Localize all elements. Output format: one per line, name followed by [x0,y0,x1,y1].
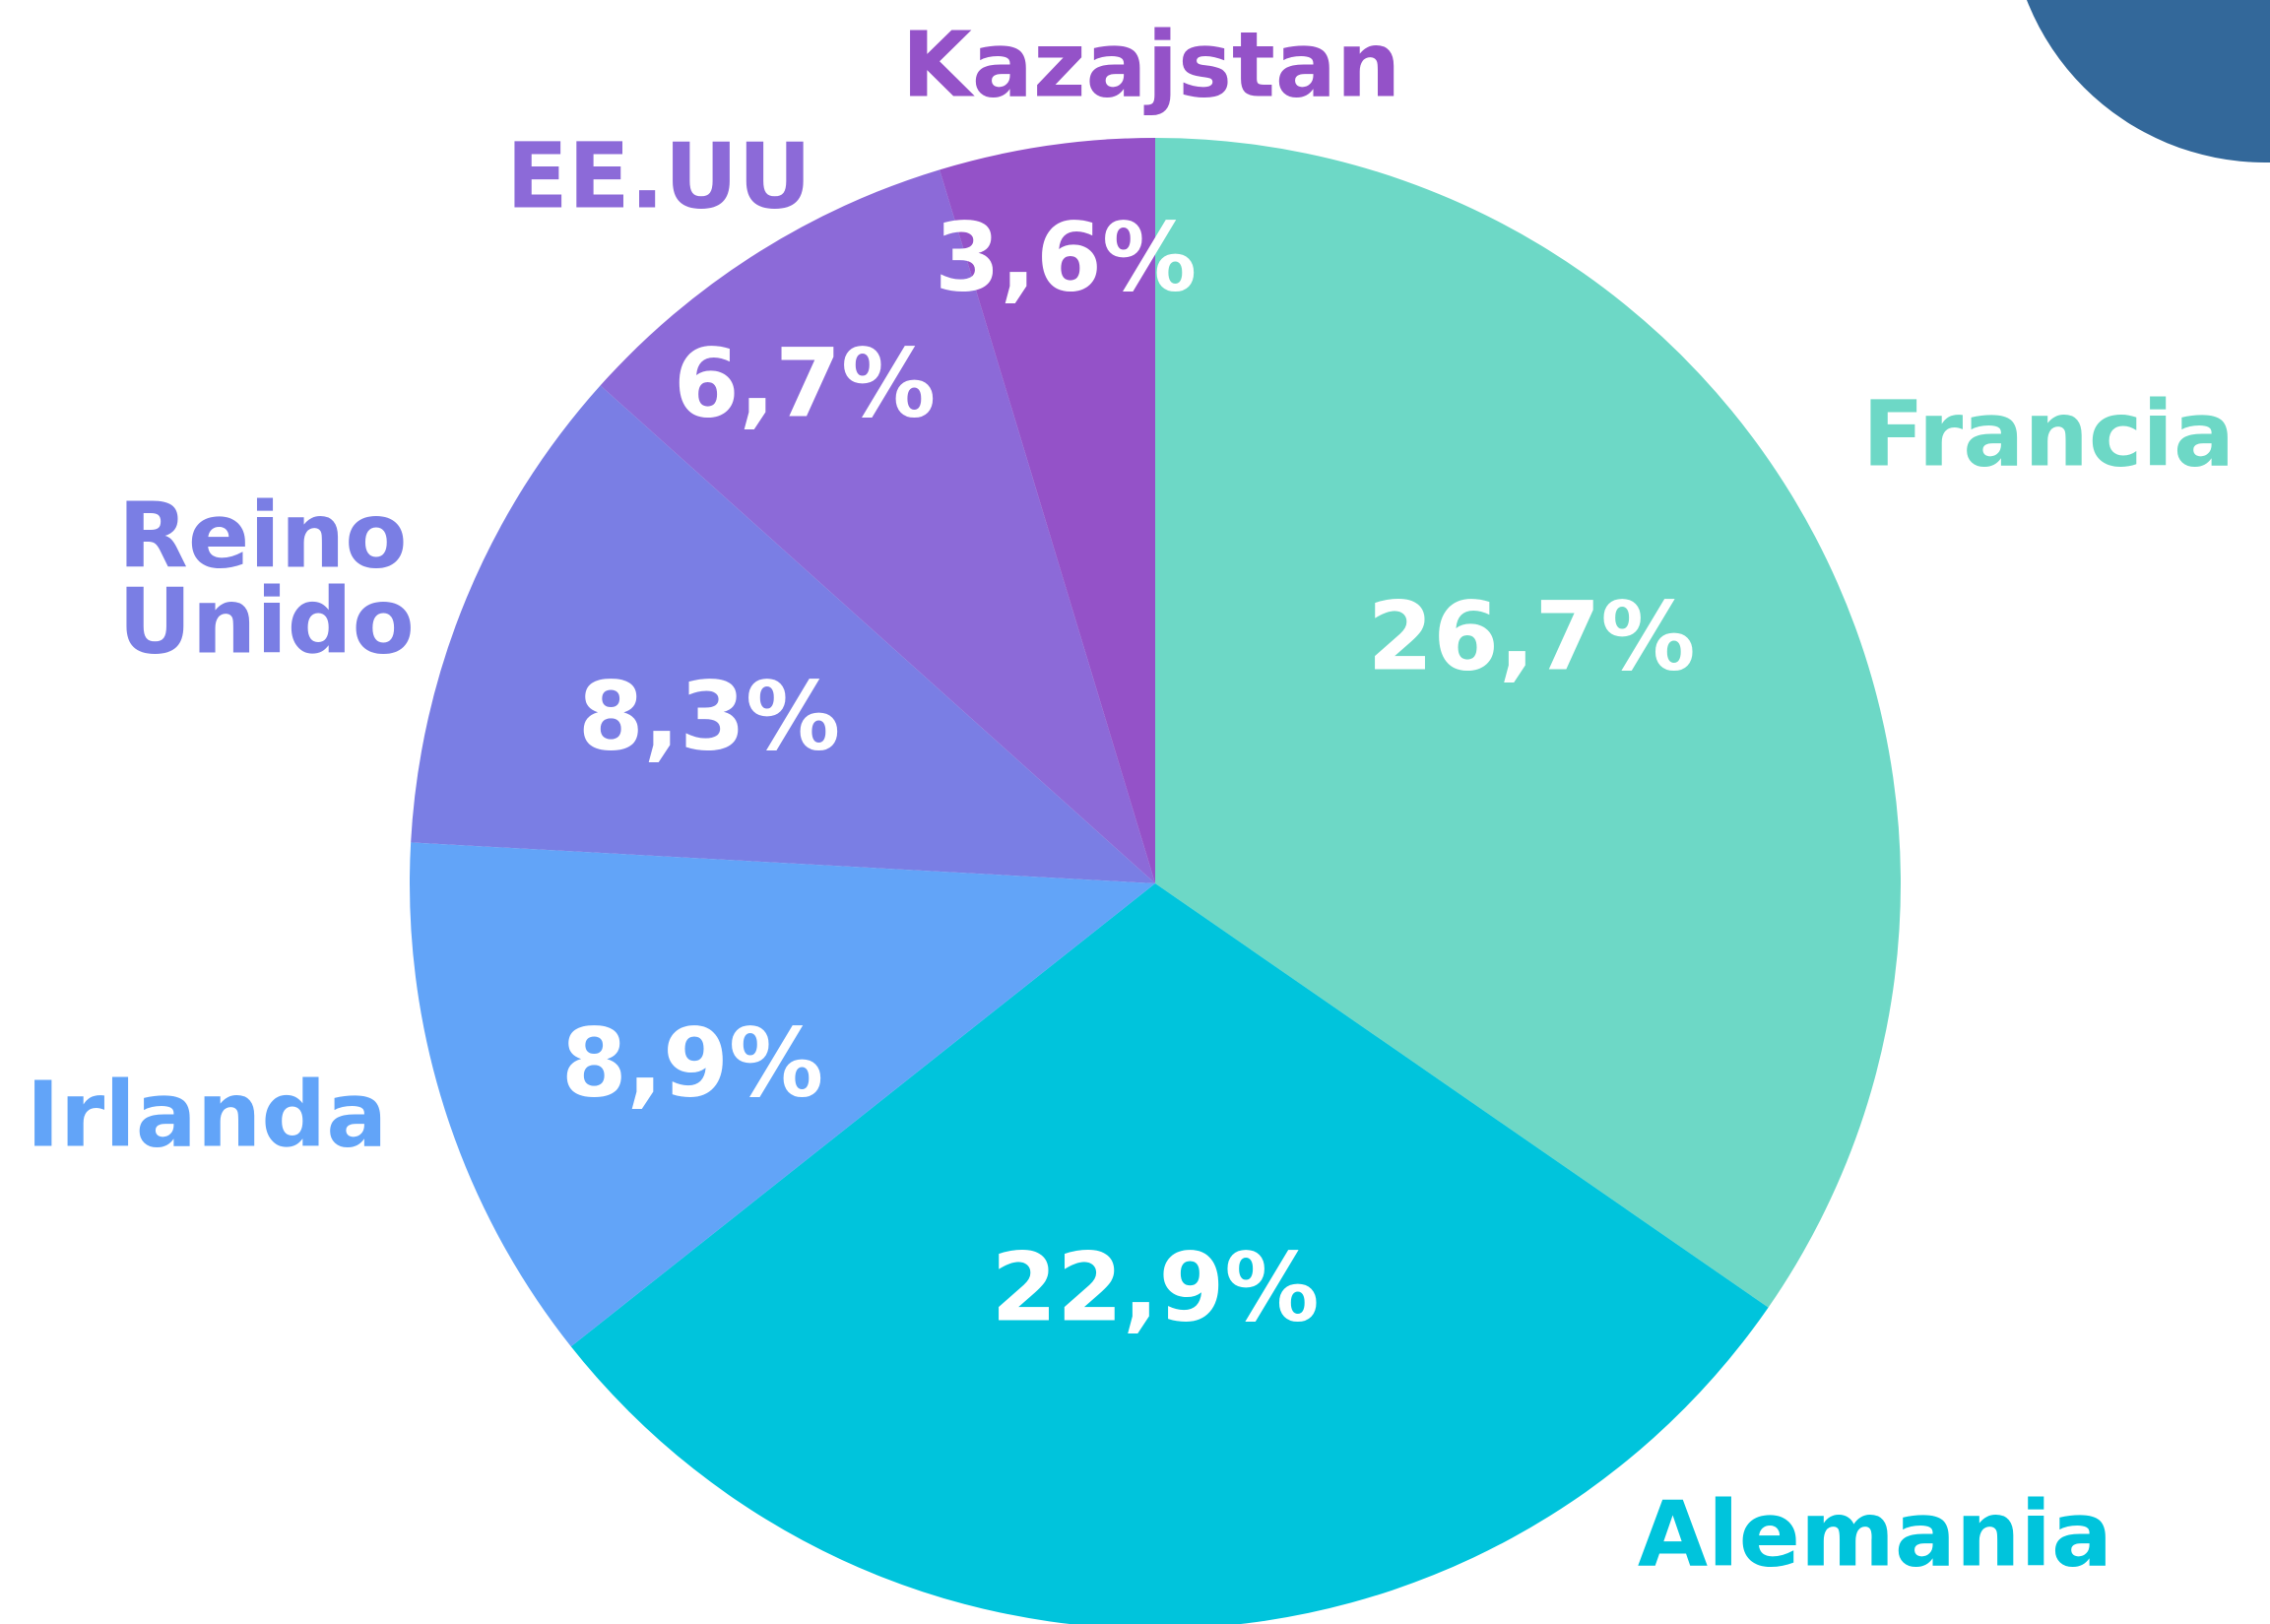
pie-slice [411,385,1155,883]
value-label: 6,7% [673,328,937,439]
category-label: Alemania [1637,1481,2113,1588]
category-label: Francia [1861,381,2236,487]
pie-slice [570,883,1769,1624]
value-label: 8,9% [560,1007,824,1119]
value-label: 22,9% [991,1232,1320,1343]
pie-slice [940,138,1155,883]
value-label: 8,3% [577,661,841,772]
pie-slice [1155,138,1901,1308]
value-label: 3,6% [934,202,1198,313]
category-label: Irlanda [26,1062,388,1168]
value-label: 26,7% [1367,581,1696,692]
category-label: Kazajstan [901,12,1401,118]
pie-slice [409,842,1155,1347]
pie-slice [600,169,1155,883]
category-label: Reino Unido [118,483,415,675]
category-label: EE.UU [505,123,812,229]
decor-circle [2027,0,2270,162]
